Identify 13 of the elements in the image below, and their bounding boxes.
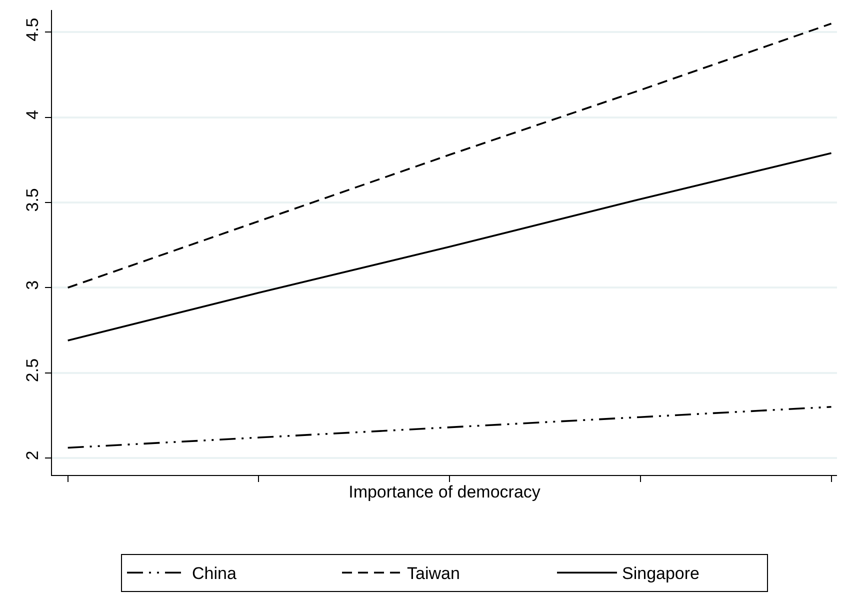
legend-label: Taiwan — [407, 564, 460, 584]
y-tick-label: 2.5 — [23, 358, 42, 382]
x-axis-title: Importance of democracy — [348, 482, 541, 502]
line-series — [66, 152, 832, 342]
legend-label: China — [192, 564, 237, 584]
y-tick-label: 3.5 — [23, 188, 42, 212]
line-series — [66, 406, 832, 449]
line-series — [66, 22, 832, 289]
legend-label: Singapore — [622, 564, 700, 584]
y-tick-label: 4.5 — [23, 18, 42, 42]
y-tick-label: 4 — [23, 110, 42, 120]
y-tick-label: 3 — [23, 280, 42, 290]
y-tick-label: 2 — [23, 450, 42, 460]
